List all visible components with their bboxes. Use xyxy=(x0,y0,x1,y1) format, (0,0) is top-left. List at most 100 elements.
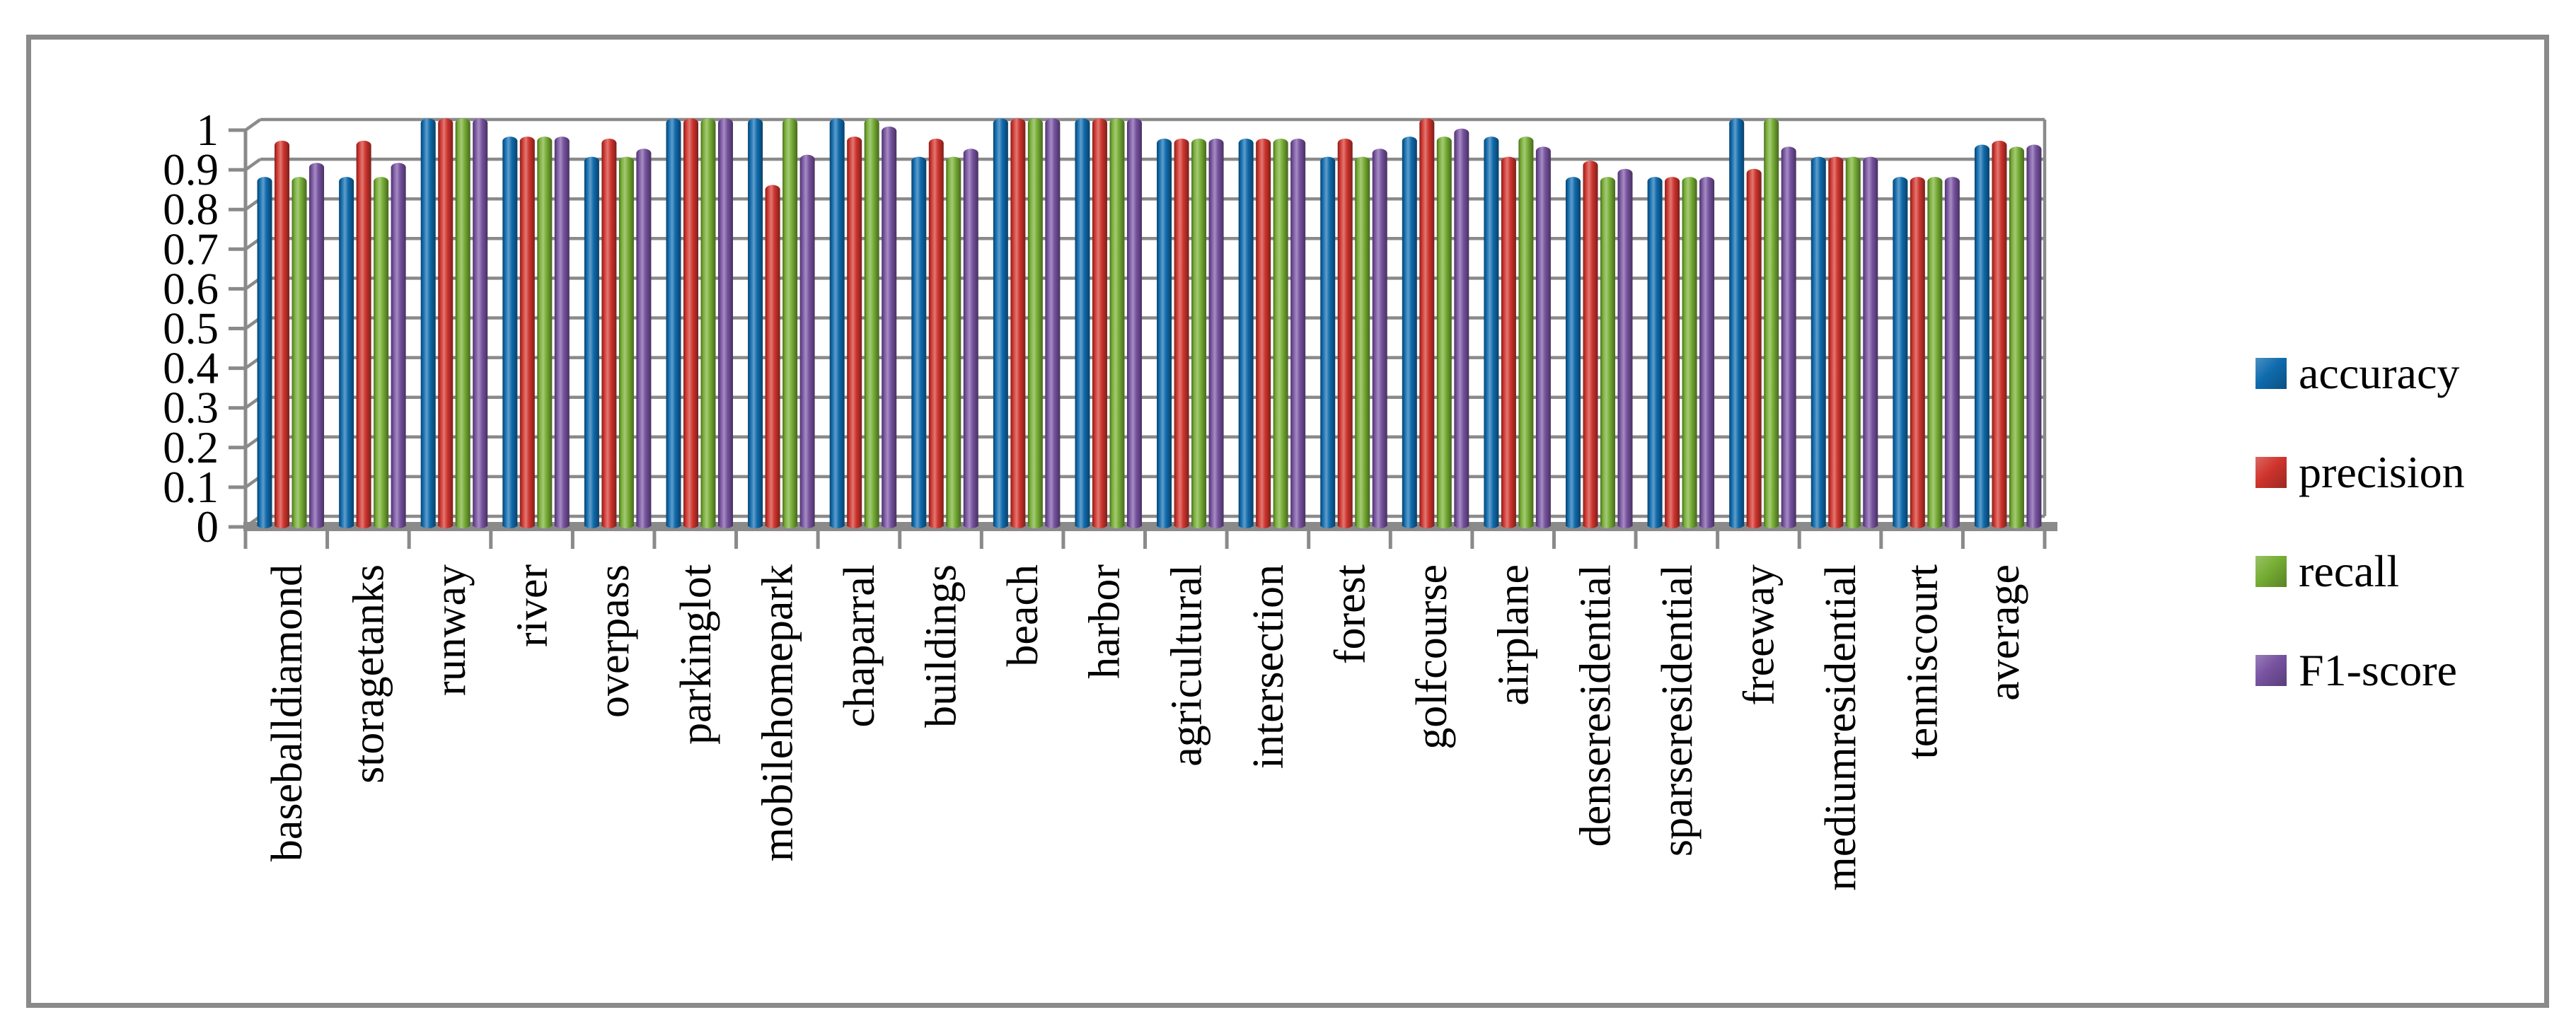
bar-F1-score-agricultural xyxy=(1208,139,1224,528)
accuracy-swatch-icon xyxy=(2256,358,2287,389)
y-axis-label: 0.1 xyxy=(163,463,219,512)
category-label: intersection xyxy=(1244,564,1293,769)
precision-swatch-icon xyxy=(2256,457,2287,488)
bar-accuracy-storagetanks xyxy=(339,177,354,528)
bar-recall-buildings xyxy=(946,156,961,528)
gridline-3d-connector xyxy=(244,158,262,171)
category-label: average xyxy=(1980,564,2028,701)
bar-F1-score-freeway xyxy=(1781,146,1796,528)
legend-item-accuracy: accuracy xyxy=(2256,348,2465,398)
category-label: runway xyxy=(427,564,475,696)
bar-accuracy-harbor xyxy=(1075,118,1090,528)
y-axis-label: 0.9 xyxy=(163,145,219,194)
bar-F1-score-forest xyxy=(1372,149,1387,528)
bar-accuracy-parkinglot xyxy=(666,118,681,528)
bar-precision-mediumresidential xyxy=(1828,156,1844,528)
bar-precision-airplane xyxy=(1501,156,1516,528)
bar-accuracy-tenniscourt xyxy=(1893,177,1908,528)
y-axis-label: 0.5 xyxy=(163,304,219,354)
bar-F1-score-overpass xyxy=(636,149,652,528)
bar-recall-storagetanks xyxy=(374,177,389,528)
bar-F1-score-airplane xyxy=(1535,146,1551,528)
bar-F1-score-tenniscourt xyxy=(1944,177,1960,528)
bar-precision-parkinglot xyxy=(683,118,698,528)
bar-F1-score-mobilehomepark xyxy=(799,154,815,528)
bar-recall-freeway xyxy=(1764,118,1779,528)
bar-recall-harbor xyxy=(1109,118,1125,528)
legend-label: precision xyxy=(2299,447,2465,497)
bar-precision-storagetanks xyxy=(356,140,371,528)
bar-precision-sparseresidential xyxy=(1665,177,1680,528)
bar-precision-chaparral xyxy=(847,136,862,528)
bar-precision-harbor xyxy=(1092,118,1107,528)
bar-accuracy-agricultural xyxy=(1157,139,1172,528)
category-label: buildings xyxy=(918,564,966,728)
bar-accuracy-average xyxy=(1974,144,1989,528)
bar-precision-freeway xyxy=(1746,168,1762,528)
bar-F1-score-storagetanks xyxy=(391,163,406,528)
category-label: river xyxy=(509,564,557,647)
category-label: chaparral xyxy=(836,564,884,728)
bar-recall-chaparral xyxy=(864,118,879,528)
bar-recall-forest xyxy=(1355,156,1370,528)
y-axis-label: 0.3 xyxy=(163,383,219,433)
bar-accuracy-chaparral xyxy=(829,118,845,528)
bar-F1-score-sparseresidential xyxy=(1699,177,1715,528)
bar-precision-baseballdiamond xyxy=(275,140,290,528)
bar-recall-runway xyxy=(455,118,470,528)
bar-recall-baseballdiamond xyxy=(291,177,307,528)
bar-accuracy-forest xyxy=(1320,156,1336,528)
bar-precision-agricultural xyxy=(1174,139,1189,528)
bar-recall-mobilehomepark xyxy=(782,118,798,528)
bar-precision-runway xyxy=(438,118,454,528)
bar-accuracy-mobilehomepark xyxy=(748,118,763,528)
bar-F1-score-chaparral xyxy=(882,126,897,528)
bar-recall-agricultural xyxy=(1191,139,1207,528)
category-label: sparseresidential xyxy=(1653,564,1702,856)
y-axis-label: 0.4 xyxy=(163,344,219,393)
y-axis-label: 0.7 xyxy=(163,224,219,274)
bar-accuracy-river xyxy=(502,136,518,528)
bar-accuracy-airplane xyxy=(1484,136,1499,528)
bar-accuracy-beach xyxy=(993,118,1008,528)
bar-F1-score-denseresidential xyxy=(1617,168,1633,528)
recall-swatch-icon xyxy=(2256,556,2287,587)
category-label: mediumresidential xyxy=(1817,564,1865,890)
bar-precision-beach xyxy=(1010,118,1026,528)
bar-recall-denseresidential xyxy=(1600,177,1615,528)
bar-recall-parkinglot xyxy=(700,118,716,528)
legend-label: accuracy xyxy=(2299,348,2460,398)
bar-F1-score-harbor xyxy=(1126,118,1142,528)
bar-recall-overpass xyxy=(618,156,634,528)
category-label: storagetanks xyxy=(345,564,393,784)
bar-accuracy-mediumresidential xyxy=(1810,156,1826,528)
bar-precision-river xyxy=(519,136,535,528)
bar-accuracy-golfcourse xyxy=(1402,136,1417,528)
bar-F1-score-mediumresidential xyxy=(1863,156,1878,528)
bar-recall-airplane xyxy=(1518,136,1534,528)
bar-recall-intersection xyxy=(1273,139,1288,528)
category-label: overpass xyxy=(590,564,638,718)
bar-accuracy-baseballdiamond xyxy=(257,177,272,528)
bar-recall-tenniscourt xyxy=(1927,177,1943,528)
y-axis-label: 0.8 xyxy=(163,185,219,234)
bar-recall-average xyxy=(2009,146,2024,528)
category-label: golfcourse xyxy=(1408,564,1456,750)
category-label: agricultural xyxy=(1162,564,1211,767)
legend: accuracy precision recall F1-score xyxy=(2256,348,2465,693)
bar-recall-beach xyxy=(1027,118,1043,528)
bar-F1-score-runway xyxy=(473,118,488,528)
category-label: denseresidential xyxy=(1571,564,1619,847)
f1-score-swatch-icon xyxy=(2256,655,2287,686)
category-label: freeway xyxy=(1735,564,1783,706)
category-label: beach xyxy=(999,564,1047,667)
bar-recall-golfcourse xyxy=(1436,136,1452,528)
y-axis-label: 1 xyxy=(197,105,219,155)
bar-precision-buildings xyxy=(928,139,944,528)
category-label: parkinglot xyxy=(672,564,720,745)
bar-precision-overpass xyxy=(601,139,617,528)
bar-accuracy-intersection xyxy=(1238,139,1254,528)
bar-F1-score-river xyxy=(554,136,570,528)
